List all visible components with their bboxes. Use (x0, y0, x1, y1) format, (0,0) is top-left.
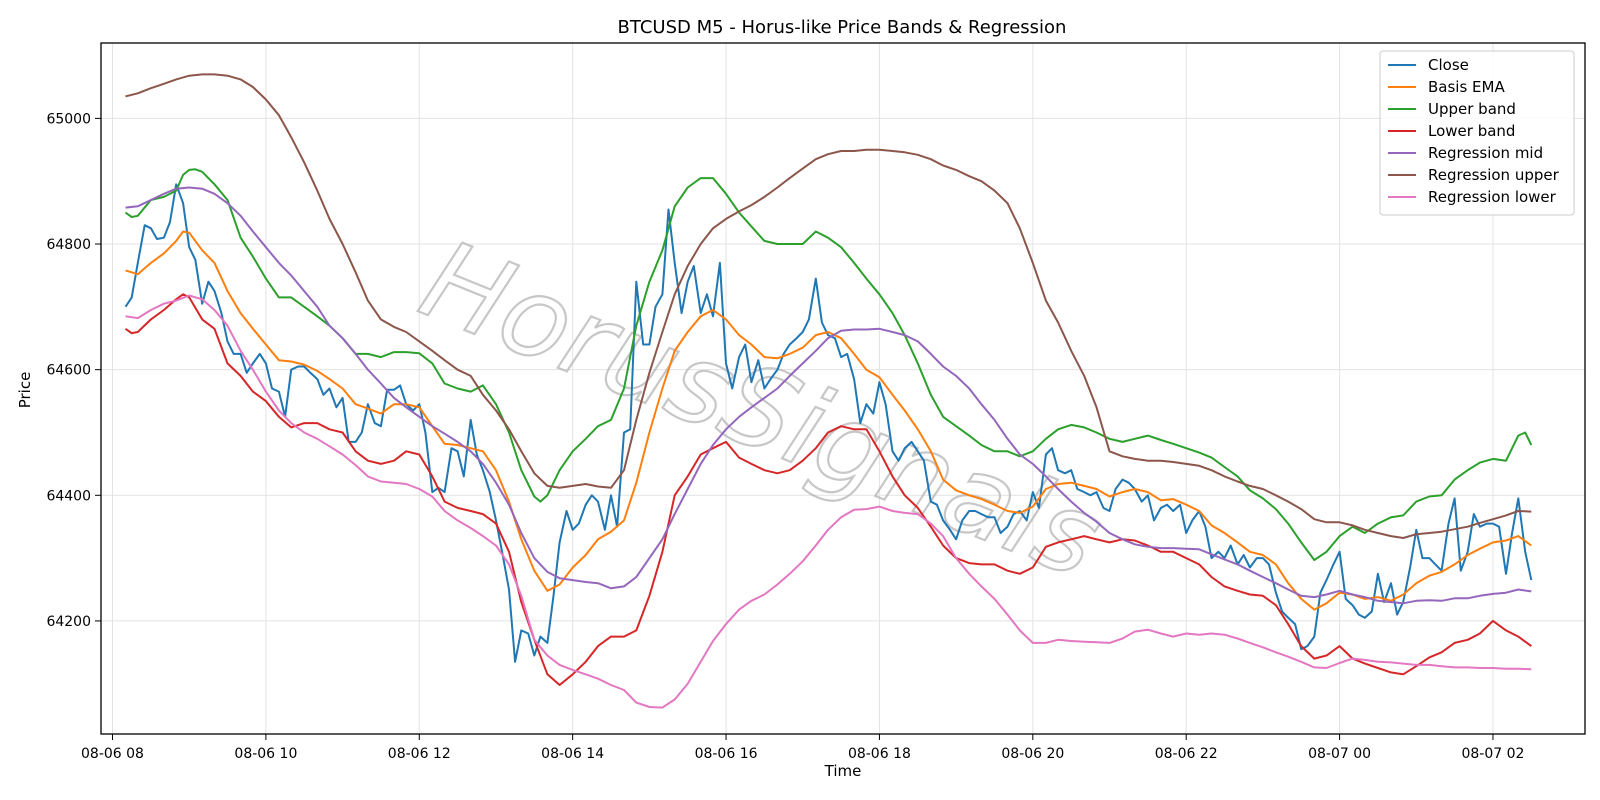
y-tick-label: 64600 (46, 363, 91, 379)
x-tick-label: 08-06 10 (234, 746, 297, 762)
x-tick-label: 08-07 00 (1308, 746, 1371, 762)
legend-label: Regression upper (1428, 166, 1560, 184)
x-axis: 08-06 08 08-06 10 08-06 12 08-06 14 08-06 16… (81, 734, 1524, 762)
series-lines (124, 73, 1533, 709)
legend-label: Regression lower (1428, 188, 1557, 206)
y-axis: 64200 64400 64600 64800 65000 (46, 111, 101, 630)
legend-box (1379, 50, 1575, 216)
x-tick-label: 08-06 16 (695, 746, 758, 762)
y-tick-label: 64200 (46, 614, 91, 630)
y-tick-label: 64800 (46, 237, 91, 253)
x-axis-title: Time (824, 762, 862, 780)
legend-label: Lower band (1428, 122, 1515, 140)
series-line-basis-ema (125, 230, 1532, 611)
legend-label: Regression mid (1428, 144, 1543, 162)
watermark: HorusSignals (405, 215, 1118, 602)
series-line-close (124, 183, 1533, 663)
x-tick-label: 08-06 20 (1001, 746, 1064, 762)
legend: Close Basis EMA Upper band Lower band Regres… (1379, 50, 1575, 216)
y-tick-label: 64400 (46, 488, 91, 504)
x-tick-label: 08-07 02 (1461, 746, 1524, 762)
legend-label: Close (1428, 56, 1469, 74)
x-tick-label: 08-06 12 (388, 746, 451, 762)
y-axis-title: Price (16, 372, 34, 409)
series-line-regression-lower (125, 294, 1532, 709)
series-line-regression-mid (125, 186, 1532, 605)
plot-frame (100, 42, 1586, 735)
y-tick-label: 65000 (46, 111, 91, 127)
gridlines (101, 43, 1585, 734)
chart-title: BTCUSD M5 - Horus-like Price Bands & Reg… (618, 17, 1067, 38)
x-tick-label: 08-06 18 (848, 746, 911, 762)
legend-label: Upper band (1428, 100, 1516, 118)
series-line-lower-band (124, 293, 1532, 686)
x-tick-label: 08-06 08 (81, 746, 144, 762)
legend-label: Basis EMA (1428, 78, 1505, 96)
series-line-regression-upper (125, 73, 1532, 539)
x-tick-label: 08-06 14 (541, 746, 604, 762)
x-tick-label: 08-06 22 (1155, 746, 1218, 762)
